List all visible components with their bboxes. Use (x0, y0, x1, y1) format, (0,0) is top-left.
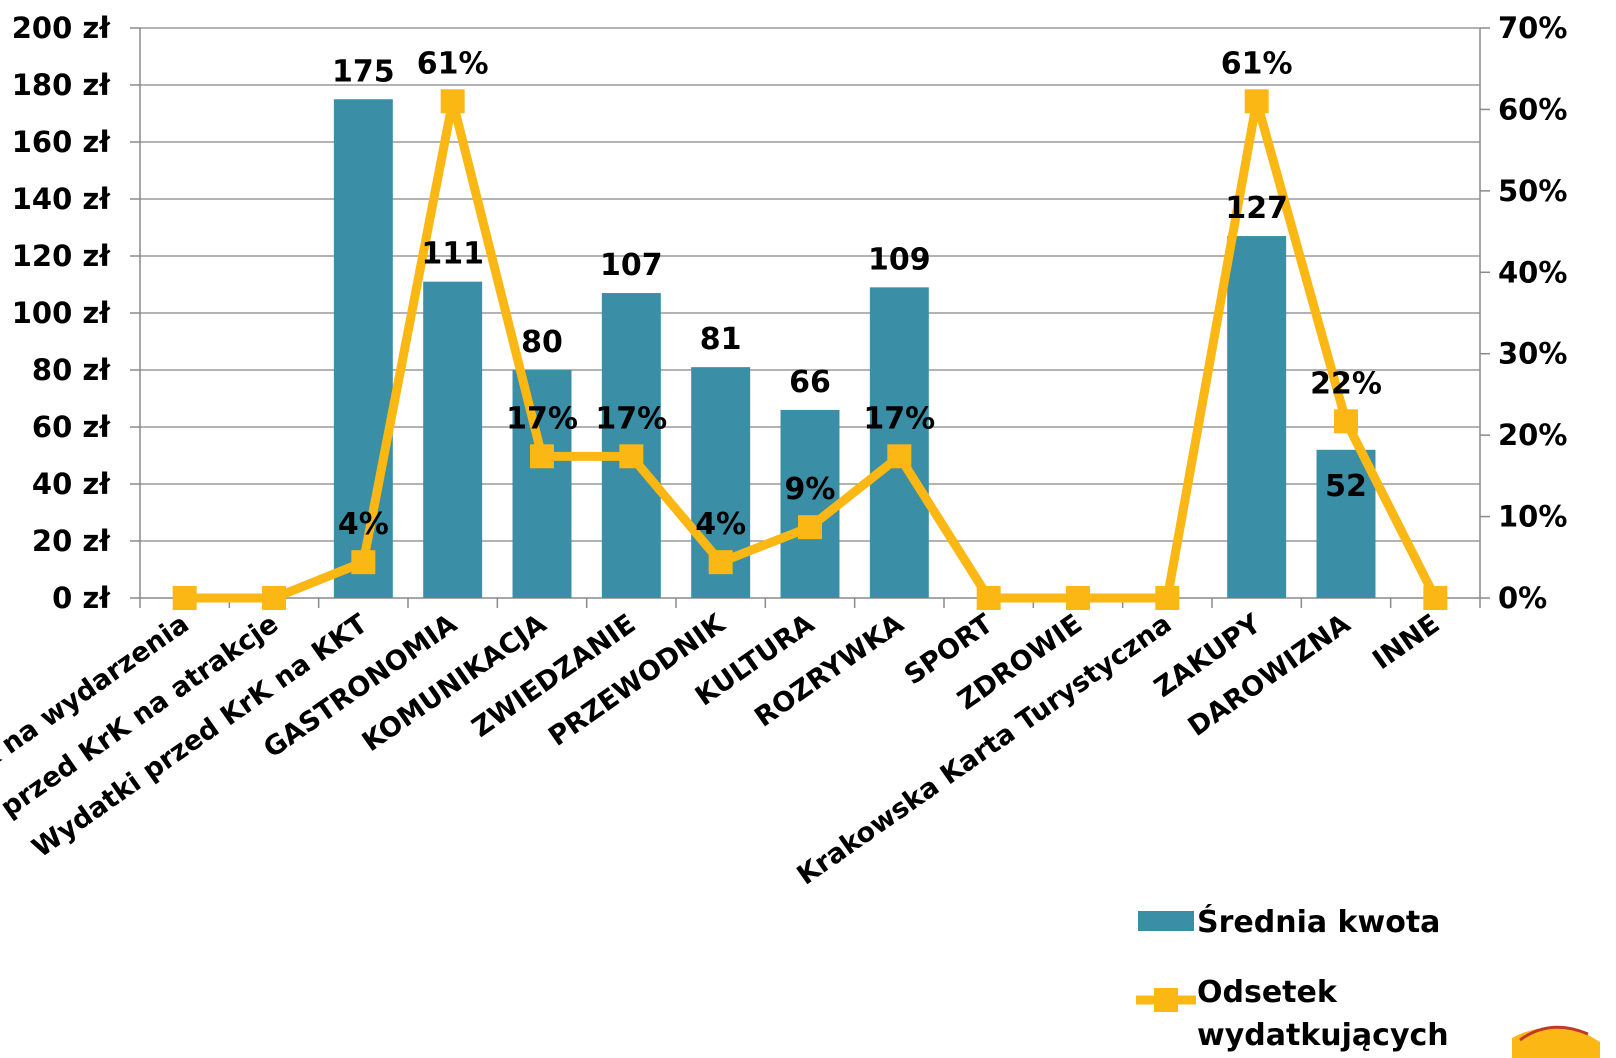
bar (1316, 449, 1376, 598)
bar-data-label: 81 (700, 322, 742, 357)
line-series (172, 89, 1448, 610)
line-data-label: 17% (506, 401, 578, 436)
left-tick-label: 0 zł (52, 581, 111, 615)
line-marker (172, 586, 197, 610)
line-marker (976, 586, 1001, 610)
left-tick-label: 120 zł (12, 239, 112, 273)
category-label: DAROWIZNA (1183, 608, 1356, 742)
legend-label-line-2: wydatkujących (1197, 1018, 1449, 1053)
line-data-label: 61% (417, 46, 489, 81)
line-data-label: 4% (695, 507, 746, 542)
line-marker (351, 550, 376, 575)
line-marker (887, 444, 912, 469)
right-tick-label: 30% (1498, 337, 1567, 371)
bar-data-label: 52 (1325, 469, 1367, 504)
line-data-label: 17% (595, 401, 667, 436)
right-tick-label: 10% (1498, 500, 1567, 534)
legend-label-bar: Średnia kwota (1197, 903, 1440, 940)
left-tick-label: 140 zł (12, 182, 112, 216)
line-marker (1066, 586, 1090, 610)
left-tick-label: 180 zł (12, 68, 112, 102)
right-tick-label: 40% (1498, 255, 1567, 289)
left-tick-label: 200 zł (12, 11, 112, 45)
legend-label-line: Odsetek (1197, 975, 1338, 1010)
line-marker (708, 550, 733, 575)
line-data-label: 61% (1221, 46, 1293, 81)
axes: 0 zł 20 zł 40 zł 60 zł 80 zł 100 zł 120 zł 140 … (12, 11, 1568, 615)
legend: Średnia kwota Odsetek wydatkujących (1136, 903, 1449, 1053)
category-label: ROZRYWKA (749, 608, 909, 733)
line-data-label: 9% (785, 472, 836, 507)
line-marker (619, 444, 644, 469)
right-tick-label: 50% (1498, 174, 1567, 208)
left-tick-label: 100 zł (12, 296, 112, 330)
bar (869, 287, 929, 598)
bar-data-label: 127 (1225, 191, 1288, 226)
bar-series (333, 99, 1376, 599)
bar-data-label: 109 (868, 242, 931, 277)
bar (333, 99, 393, 598)
right-tick-label: 70% (1498, 11, 1567, 45)
line-marker (1334, 409, 1358, 434)
left-tick-label: 40 zł (32, 467, 111, 501)
line-marker (1423, 586, 1448, 610)
data-labels: 175 111 80 107 81 66 109 127 52 4% 61% 17% 17% 4% 9% 17… (332, 46, 1382, 542)
category-label: Wydatki przed KrK na KKT (27, 608, 374, 864)
bar (1227, 236, 1287, 599)
line-marker (530, 444, 554, 469)
bar (512, 370, 572, 598)
line-data-label: 17% (863, 401, 935, 436)
line-marker (440, 89, 465, 114)
left-tick-label: 60 zł (32, 410, 111, 444)
legend-swatch-bar (1138, 911, 1194, 931)
logo (1512, 1025, 1600, 1058)
right-tick-label: 60% (1498, 92, 1567, 126)
line-marker (1244, 89, 1269, 114)
bar-data-label: 111 (421, 237, 484, 272)
bar-data-label: 175 (332, 54, 395, 89)
bar-data-label: 80 (521, 325, 563, 360)
line-data-label: 22% (1310, 366, 1382, 401)
line-marker (262, 586, 286, 610)
line-marker (798, 515, 822, 540)
bar-data-label: 66 (789, 365, 831, 400)
legend-swatch-marker (1154, 988, 1178, 1012)
bar (780, 409, 840, 598)
line-marker (1155, 586, 1180, 610)
bar-data-label: 107 (600, 248, 663, 283)
right-tick-label: 0% (1498, 581, 1547, 615)
left-tick-label: 160 zł (12, 125, 112, 159)
line-data-label: 4% (338, 507, 389, 542)
left-tick-label: 80 zł (32, 353, 111, 387)
bar (423, 281, 483, 598)
category-label: INNE (1367, 608, 1445, 676)
right-tick-label: 20% (1498, 418, 1567, 452)
left-tick-label: 20 zł (32, 524, 111, 558)
